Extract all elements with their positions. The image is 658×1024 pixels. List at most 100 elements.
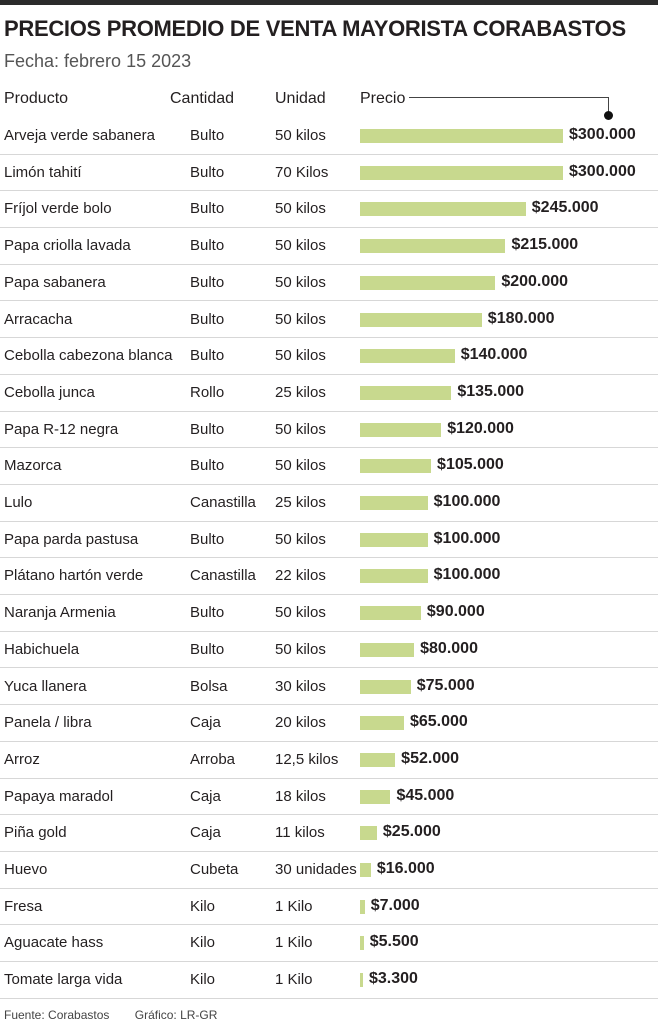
- quantity-cell: Bulto: [190, 163, 225, 181]
- price-label: $65.000: [409, 713, 468, 731]
- price-label: $105.000: [437, 456, 504, 474]
- unit-cell: 18 kilos: [275, 787, 326, 805]
- table-row: Fresa Kilo 1 Kilo $7.000: [0, 889, 658, 926]
- quantity-cell: Bulto: [190, 420, 225, 438]
- price-bar: [360, 422, 442, 437]
- chart-title: PRECIOS PROMEDIO DE VENTA MAYORISTA CORA…: [4, 16, 626, 41]
- price-label: $140.000: [460, 346, 528, 364]
- product-name: Arracacha: [4, 310, 73, 328]
- table-row: Piña gold Caja 11 kilos $25.000: [0, 815, 658, 852]
- price-bar: [360, 275, 496, 290]
- header-leader-dot: [604, 111, 613, 120]
- table-row: Plátano hartón verde Canastilla 22 kilos $1…: [0, 558, 658, 596]
- header-leader-line: [409, 97, 609, 98]
- header-producto: Producto: [4, 90, 69, 107]
- product-name: Yuca llanera: [4, 677, 87, 695]
- price-bar: [360, 165, 563, 180]
- product-name: Papa sabanera: [4, 273, 106, 291]
- unit-cell: 50 kilos: [275, 310, 326, 328]
- price-label: $180.000: [487, 309, 555, 327]
- table-row: Tomate larga vida Kilo 1 Kilo $3.300: [0, 962, 658, 999]
- table-row: Arroz Arroba 12,5 kilos $52.000: [0, 742, 658, 779]
- quantity-cell: Arroba: [190, 750, 236, 768]
- credit-note: Gráfico: LR-GR: [134, 1008, 218, 1022]
- price-label: $75.000: [416, 676, 475, 694]
- source-note: Fuente: Corabastos: [4, 1008, 110, 1022]
- unit-cell: 12,5 kilos: [275, 750, 339, 768]
- quantity-cell: Bulto: [190, 604, 225, 622]
- table-row: Papa R-12 negra Bulto 50 kilos $120.000: [0, 412, 658, 449]
- product-name: Aguacate hass: [4, 934, 104, 952]
- quantity-cell: Bulto: [190, 127, 225, 144]
- product-name: Fresa: [4, 897, 43, 915]
- unit-cell: 70 Kilos: [275, 163, 329, 181]
- product-name: Lulo: [4, 494, 33, 511]
- product-name: Huevo: [4, 861, 48, 878]
- price-bar: [360, 202, 526, 217]
- price-bar: [360, 606, 421, 621]
- header-cantidad: Cantidad: [170, 90, 235, 107]
- quantity-cell: Canastilla: [190, 567, 256, 585]
- table-row: Papa parda pastusa Bulto 50 kilos $100.000: [0, 522, 658, 559]
- product-name: Cebolla cabezona blanca: [4, 347, 173, 365]
- table-row: Lulo Canastilla 25 kilos $100.000: [0, 485, 658, 522]
- quantity-cell: Bulto: [190, 347, 225, 365]
- unit-cell: 50 kilos: [275, 273, 326, 291]
- product-name: Panela / libra: [4, 714, 92, 732]
- product-name: Limón tahití: [4, 163, 82, 181]
- header-leader-drop: [608, 97, 609, 114]
- product-name: Arroz: [4, 750, 40, 768]
- unit-cell: 50 kilos: [275, 530, 326, 548]
- price-bar: [360, 826, 377, 841]
- unit-cell: 50 kilos: [275, 347, 326, 365]
- unit-cell: 22 kilos: [275, 567, 326, 585]
- header-precio: Precio: [360, 90, 406, 107]
- unit-cell: 1 Kilo: [275, 971, 313, 989]
- product-name: Tomate larga vida: [4, 971, 123, 989]
- quantity-cell: Kilo: [190, 897, 216, 915]
- quantity-cell: Kilo: [190, 971, 216, 989]
- table-row: Mazorca Bulto 50 kilos $105.000: [0, 448, 658, 485]
- unit-cell: 1 Kilo: [275, 934, 313, 952]
- price-bar: [360, 899, 365, 914]
- price-bar: [360, 129, 563, 143]
- table-row: Cebolla junca Rollo 25 kilos $135.000: [0, 375, 658, 412]
- unit-cell: 11 kilos: [275, 824, 325, 842]
- quantity-cell: Bulto: [190, 530, 225, 548]
- price-bar: [360, 679, 411, 694]
- unit-cell: 50 kilos: [275, 127, 326, 144]
- table-row: Papaya maradol Caja 18 kilos $45.000: [0, 779, 658, 816]
- unit-cell: 50 kilos: [275, 420, 326, 438]
- product-name: Papaya maradol: [4, 787, 114, 805]
- price-label: $80.000: [420, 639, 478, 657]
- price-label: $120.000: [447, 419, 514, 437]
- unit-cell: 30 kilos: [275, 677, 326, 695]
- table-row: Fríjol verde bolo Bulto 50 kilos $245.000: [0, 191, 658, 229]
- price-label: $90.000: [426, 603, 485, 621]
- quantity-cell: Bulto: [190, 273, 225, 291]
- quantity-cell: Caja: [190, 787, 221, 805]
- header-unidad: Unidad: [275, 90, 326, 107]
- table-row: Yuca llanera Bolsa 30 kilos $75.000: [0, 669, 658, 706]
- unit-cell: 50 kilos: [275, 237, 326, 255]
- table-row: Papa sabanera Bulto 50 kilos $200.000: [0, 265, 658, 302]
- price-label: $100.000: [433, 566, 501, 584]
- table-row: Papa criolla lavada Bulto 50 kilos $215.000: [0, 228, 658, 265]
- price-label: $7.000: [370, 896, 420, 914]
- table-row: Cebolla cabezona blanca Bulto 50 kilos $140…: [0, 338, 658, 375]
- footer: Fuente: Corabastos Gráfico: LR-GR: [4, 1008, 239, 1022]
- table-row: Panela / libra Caja 20 kilos $65.000: [0, 705, 658, 742]
- product-name: Papa R-12 negra: [4, 420, 119, 438]
- price-label: $200.000: [501, 272, 569, 290]
- quantity-cell: Cubeta: [190, 861, 239, 878]
- price-label: $3.300: [369, 970, 418, 988]
- product-name: Habichuela: [4, 640, 80, 658]
- quantity-cell: Kilo: [190, 934, 216, 952]
- table-row: Aguacate hass Kilo 1 Kilo $5.500: [0, 925, 658, 963]
- price-label: $100.000: [433, 493, 501, 510]
- price-bar: [360, 312, 482, 327]
- price-bar: [360, 752, 396, 767]
- price-label: $300.000: [569, 126, 636, 143]
- price-label: $215.000: [511, 236, 579, 254]
- chart-date: Fecha: febrero 15 2023: [4, 51, 192, 71]
